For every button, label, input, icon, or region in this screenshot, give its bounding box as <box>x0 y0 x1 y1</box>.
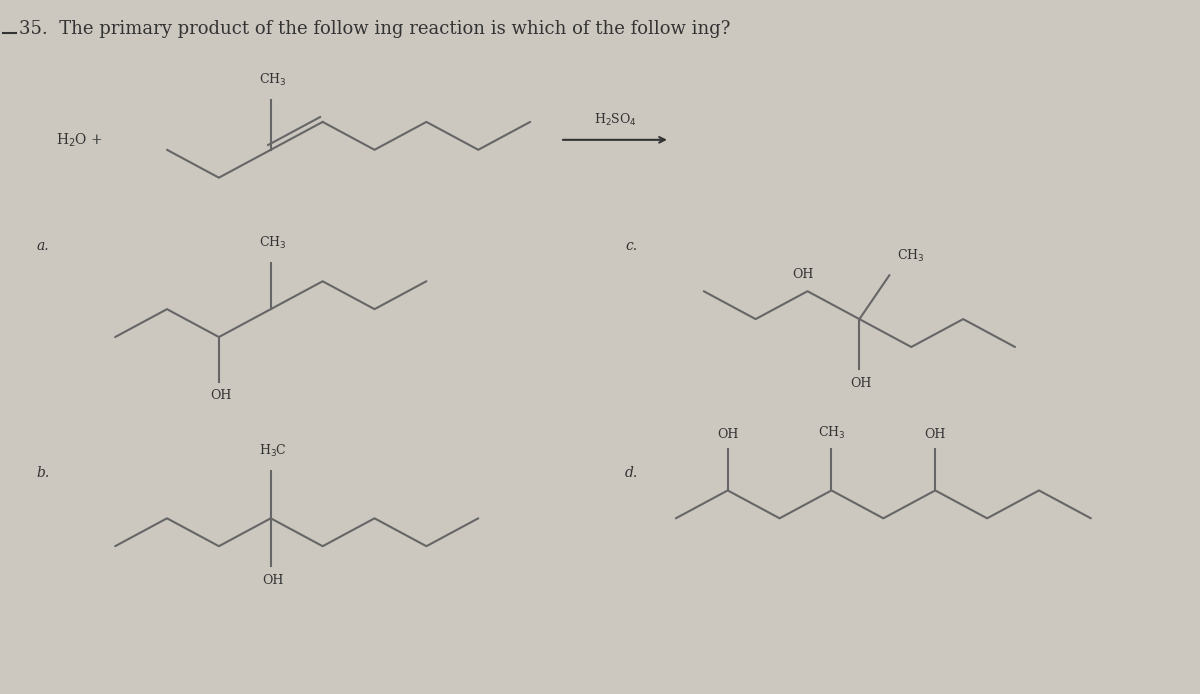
Text: OH: OH <box>924 428 946 441</box>
Text: OH: OH <box>851 377 872 390</box>
Text: CH$_3$: CH$_3$ <box>898 248 925 264</box>
Text: OH: OH <box>262 574 283 587</box>
Text: OH: OH <box>792 269 814 281</box>
Text: CH$_3$: CH$_3$ <box>817 425 845 441</box>
Text: 35.  The primary product of the follow ing reaction is which of the follow ing?: 35. The primary product of the follow in… <box>19 20 731 38</box>
Text: d.: d. <box>625 466 638 480</box>
Text: CH$_3$: CH$_3$ <box>259 235 287 251</box>
Text: H$_2$O +: H$_2$O + <box>56 131 103 149</box>
Text: b.: b. <box>36 466 49 480</box>
Text: H$_3$C: H$_3$C <box>259 443 287 459</box>
Text: OH: OH <box>210 389 232 402</box>
Text: a.: a. <box>36 239 49 253</box>
Text: c.: c. <box>625 239 637 253</box>
Text: CH$_3$: CH$_3$ <box>259 72 287 88</box>
Text: OH: OH <box>718 428 738 441</box>
Text: H$_2$SO$_4$: H$_2$SO$_4$ <box>594 112 636 128</box>
